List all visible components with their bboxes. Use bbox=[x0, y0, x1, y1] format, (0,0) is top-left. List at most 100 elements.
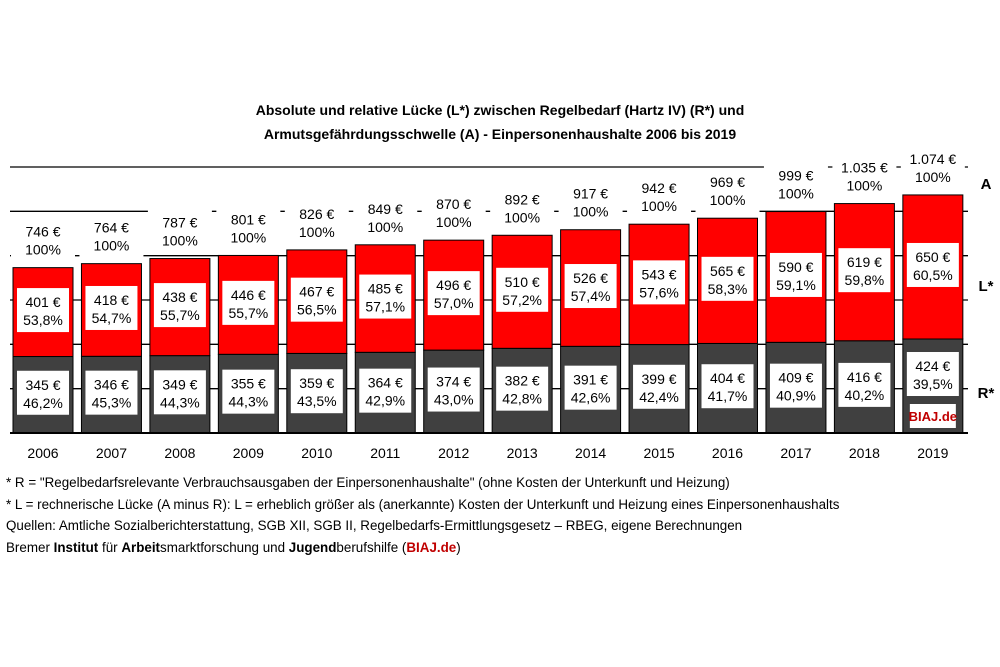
l-label-box bbox=[633, 260, 686, 305]
total-label-box bbox=[490, 185, 555, 230]
l-pct-label: 60,5% bbox=[913, 267, 953, 283]
r-pct-label: 43,0% bbox=[434, 392, 474, 408]
l-value-label: 467 € bbox=[299, 284, 334, 300]
l-pct-label: 57,2% bbox=[502, 292, 542, 308]
l-label-box bbox=[153, 283, 206, 328]
l-pct-label: 57,4% bbox=[571, 288, 611, 304]
total-value-label: 849 € bbox=[368, 201, 403, 217]
watermark-box bbox=[909, 404, 956, 428]
fn-bold: Jugend bbox=[288, 539, 337, 555]
series-side-label: A bbox=[981, 176, 992, 193]
total-pct-label: 100% bbox=[162, 233, 198, 249]
r-label-box bbox=[496, 366, 549, 411]
x-tick-label: 2017 bbox=[780, 445, 811, 461]
r-label-box bbox=[564, 365, 617, 410]
l-value-label: 650 € bbox=[915, 249, 950, 265]
l-label-box bbox=[496, 267, 549, 312]
l-value-label: 526 € bbox=[573, 270, 608, 286]
r-label-box bbox=[222, 369, 275, 414]
total-pct-label: 100% bbox=[25, 242, 61, 258]
l-value-label: 401 € bbox=[25, 294, 60, 310]
r-value-label: 355 € bbox=[231, 376, 266, 392]
r-pct-label: 40,9% bbox=[776, 388, 816, 404]
x-tick-label: 2013 bbox=[507, 445, 538, 461]
footnote-r: * R = "Regelbedarfsrelevante Verbrauchsa… bbox=[6, 475, 730, 490]
x-tick-label: 2019 bbox=[917, 445, 948, 461]
fn-link: BIAJ.de bbox=[406, 539, 457, 555]
r-value-label: 404 € bbox=[710, 370, 745, 386]
total-value-label: 999 € bbox=[778, 168, 813, 184]
x-tick-label: 2012 bbox=[438, 445, 469, 461]
chart-title-line-2: Armutsgefährdungsschwelle (A) - Einperso… bbox=[263, 126, 737, 142]
r-value-label: 416 € bbox=[847, 369, 882, 385]
r-label-box bbox=[290, 369, 343, 414]
total-pct-label: 100% bbox=[299, 224, 335, 240]
chart-title-line-1: Absolute und relative Lücke (L*) zwische… bbox=[255, 102, 745, 118]
l-label-box bbox=[85, 285, 138, 330]
fn-text: berufshilfe ( bbox=[336, 539, 407, 555]
l-value-label: 485 € bbox=[368, 281, 403, 297]
l-value-label: 565 € bbox=[710, 263, 745, 279]
fn-text: smarktforschung und bbox=[160, 539, 289, 555]
total-label-box bbox=[79, 213, 144, 258]
x-tick-label: 2006 bbox=[27, 445, 58, 461]
r-pct-label: 45,3% bbox=[92, 395, 132, 411]
total-label-box bbox=[216, 205, 281, 250]
l-pct-label: 56,5% bbox=[297, 302, 337, 318]
total-label-box bbox=[900, 144, 965, 189]
footnote-institute: Bremer Institut für Arbeitsmarktforschun… bbox=[6, 537, 839, 559]
l-label-box bbox=[701, 256, 754, 301]
series-side-label: R* bbox=[978, 385, 995, 402]
watermark-logo: BIAJ.de bbox=[909, 409, 957, 424]
total-label-box bbox=[695, 168, 760, 213]
l-value-label: 590 € bbox=[778, 259, 813, 275]
l-label-box bbox=[769, 252, 822, 297]
l-label-box bbox=[290, 277, 343, 322]
total-value-label: 917 € bbox=[573, 186, 608, 202]
x-tick-label: 2007 bbox=[96, 445, 127, 461]
total-pct-label: 100% bbox=[230, 229, 266, 245]
fn-text: für bbox=[98, 539, 122, 555]
fn-bold: Arbeit bbox=[121, 539, 161, 555]
total-pct-label: 100% bbox=[641, 198, 677, 214]
r-value-label: 382 € bbox=[505, 373, 540, 389]
total-value-label: 969 € bbox=[710, 174, 745, 190]
l-label-box bbox=[222, 280, 275, 325]
footnote-l: * L = rechnerische Lücke (A minus R): L … bbox=[6, 496, 840, 512]
r-value-label: 391 € bbox=[573, 372, 608, 388]
r-pct-label: 42,6% bbox=[571, 390, 611, 406]
series-side-label: L* bbox=[979, 278, 994, 295]
r-pct-label: 40,2% bbox=[845, 387, 885, 403]
total-label-box bbox=[558, 179, 623, 224]
r-label-box bbox=[153, 370, 206, 415]
x-tick-label: 2014 bbox=[575, 445, 606, 461]
l-label-box bbox=[359, 274, 412, 319]
total-pct-label: 100% bbox=[504, 209, 540, 225]
l-pct-label: 59,1% bbox=[776, 277, 816, 293]
total-value-label: 1.035 € bbox=[841, 160, 888, 176]
l-label-box bbox=[906, 242, 959, 287]
l-value-label: 543 € bbox=[642, 266, 677, 282]
total-value-label: 1.074 € bbox=[909, 151, 956, 167]
x-tick-label: 2015 bbox=[643, 445, 674, 461]
l-pct-label: 54,7% bbox=[92, 310, 132, 326]
total-label-box bbox=[11, 217, 75, 262]
r-value-label: 345 € bbox=[25, 377, 60, 393]
r-pct-label: 42,8% bbox=[502, 391, 542, 407]
l-pct-label: 55,7% bbox=[228, 305, 268, 321]
total-value-label: 801 € bbox=[231, 211, 266, 227]
x-tick-label: 2008 bbox=[164, 445, 195, 461]
l-pct-label: 55,7% bbox=[160, 307, 200, 323]
l-pct-label: 57,1% bbox=[365, 299, 405, 315]
r-pct-label: 39,5% bbox=[913, 376, 953, 392]
total-pct-label: 100% bbox=[94, 238, 130, 254]
r-pct-label: 46,2% bbox=[23, 395, 63, 411]
fn-text: Bremer bbox=[6, 539, 54, 555]
r-label-box bbox=[85, 370, 138, 415]
l-value-label: 418 € bbox=[94, 292, 129, 308]
total-pct-label: 100% bbox=[915, 169, 951, 185]
total-value-label: 892 € bbox=[505, 191, 540, 207]
l-pct-label: 58,3% bbox=[708, 281, 748, 297]
total-value-label: 942 € bbox=[642, 180, 677, 196]
r-value-label: 374 € bbox=[436, 374, 471, 390]
